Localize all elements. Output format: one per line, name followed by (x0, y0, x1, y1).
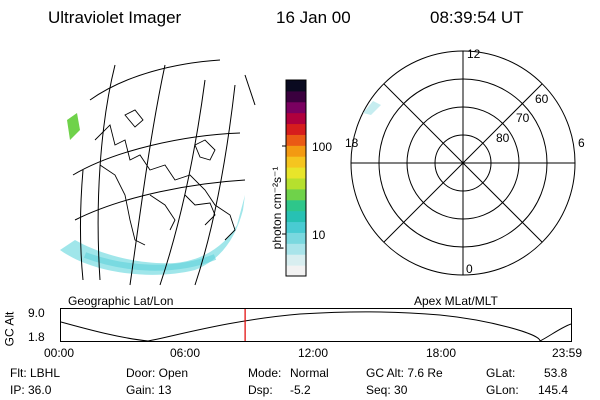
dsp-label: Dsp: (248, 383, 273, 397)
colorbar-cell (286, 145, 306, 157)
colorbar-cell (286, 156, 306, 168)
mlt-6-label: 6 (578, 136, 585, 150)
time-tick-0: 00:00 (44, 346, 75, 360)
colorbar-cell (286, 232, 306, 244)
colorbar-label: photon cm⁻²s⁻¹ (270, 167, 284, 250)
gc-alt-status: GC Alt: 7.6 Re (366, 366, 443, 380)
mlt-12-label: 12 (467, 48, 481, 61)
colorbar-cell (286, 178, 306, 190)
time-tick-2: 12:00 (298, 346, 329, 360)
filter-status: Flt: LBHL (10, 366, 61, 380)
colorbar-cell (286, 123, 306, 135)
gain-status: Gain: 13 (126, 383, 172, 397)
colorbar-tick-10: 10 (312, 228, 326, 242)
colorbar-tick-100: 100 (312, 140, 333, 154)
colorbar-cell (286, 90, 306, 103)
mlat-80-label: 80 (496, 131, 510, 145)
date-label: 16 Jan 00 (276, 8, 351, 27)
colorbar-cell (286, 199, 306, 212)
polar-plot: 12 18 6 0 60 70 80 (345, 48, 585, 276)
colorbar-cell (286, 265, 306, 277)
time-label: 08:39:54 UT (430, 8, 524, 27)
colorbar-cell (286, 134, 306, 146)
mlt-0-label: 0 (466, 262, 473, 276)
geographic-map (60, 59, 256, 286)
mode-label: Mode: (248, 366, 282, 380)
altitude-ylabel: GC Alt (2, 311, 17, 347)
time-tick-1: 06:00 (170, 346, 201, 360)
colorbar-cell (286, 188, 306, 201)
altitude-ymax: 9.0 (28, 306, 45, 320)
colorbar-cell (286, 254, 306, 266)
seq-status: Seq: 30 (366, 383, 408, 397)
mlat-70-label: 70 (516, 111, 530, 125)
colorbar-cell (286, 243, 306, 255)
glat-label: GLat: (486, 366, 516, 380)
glon-label: GLon: (486, 383, 519, 397)
colorbar-cell (286, 221, 306, 233)
colorbar: photon cm⁻²s⁻¹ (270, 79, 307, 277)
geo-map-label: Geographic Lat/Lon (68, 294, 174, 308)
dsp-value: -5.2 (290, 383, 311, 397)
door-status: Door: Open (126, 366, 189, 380)
time-tick-3: 18:00 (426, 346, 457, 360)
colorbar-cell (286, 210, 306, 223)
instrument-title: Ultraviolet Imager (48, 8, 182, 27)
mlat-60-label: 60 (535, 92, 549, 106)
colorbar-cell (286, 80, 306, 92)
mode-value: Normal (290, 366, 329, 380)
colorbar-cell (286, 167, 306, 179)
polar-plot-label: Apex MLat/MLT (414, 294, 498, 308)
glat-value: 53.8 (544, 366, 568, 380)
ip-status: IP: 36.0 (10, 383, 52, 397)
mlt-18-label: 18 (345, 136, 359, 150)
glon-value: 145.4 (538, 383, 569, 397)
colorbar-cell (286, 101, 306, 114)
altitude-ymin: 1.8 (28, 330, 45, 344)
time-tick-4: 23:59 (552, 346, 583, 360)
altitude-plot (60, 308, 572, 342)
altitude-ylabel-wrap: GC Alt (2, 308, 22, 348)
colorbar-cell (286, 112, 306, 125)
